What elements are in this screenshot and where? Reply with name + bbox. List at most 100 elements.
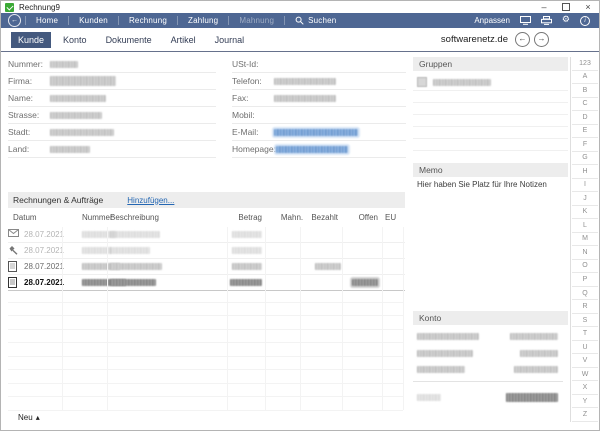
field-telefon[interactable] — [274, 77, 406, 85]
menu-separator — [177, 16, 179, 25]
minimize-button[interactable]: – — [541, 1, 547, 12]
document-icon — [8, 261, 17, 272]
alphabet-item-u[interactable]: U — [572, 341, 598, 355]
tab-kunde[interactable]: Kunde — [11, 31, 52, 48]
gridline — [342, 227, 343, 410]
gridline — [8, 315, 403, 316]
redacted-value — [50, 76, 116, 86]
memo-text-area[interactable]: Hier haben Sie Platz für Ihre Notizen — [417, 180, 547, 189]
konto-panel-header: Konto — [413, 311, 568, 325]
gridline — [403, 227, 404, 410]
redacted-nummer — [82, 231, 116, 238]
alphabet-item-t[interactable]: T — [572, 327, 598, 341]
info-icon[interactable]: i — [580, 15, 590, 26]
konto-divider — [413, 381, 563, 382]
add-invoice-link[interactable]: Hinzufügen... — [127, 195, 175, 205]
redacted-value — [50, 94, 106, 102]
alphabet-item-o[interactable]: O — [572, 260, 598, 274]
redacted-beschreibung — [110, 231, 160, 238]
alphabet-item-y[interactable]: Y — [572, 395, 598, 409]
settings-gear-icon[interactable]: ⚙ — [561, 15, 570, 25]
redacted-value — [50, 145, 90, 153]
invoice-row[interactable]: 28.07.2021 — [8, 259, 405, 275]
invoice-row[interactable]: 28.07.2021 — [8, 227, 405, 243]
field-email[interactable] — [274, 128, 406, 136]
printer-icon[interactable] — [540, 16, 552, 25]
maximize-icon — [562, 3, 570, 12]
field-stadt[interactable] — [50, 128, 216, 136]
alphabet-item-f[interactable]: F — [572, 138, 598, 152]
app-icon — [5, 2, 14, 12]
tab-dokumente[interactable]: Dokumente — [105, 34, 152, 45]
alphabet-item-d[interactable]: D — [572, 111, 598, 125]
new-entry-button[interactable]: Neu ▴ — [18, 413, 40, 422]
redacted-konto-label — [417, 333, 479, 340]
redacted-betrag — [232, 231, 262, 238]
redacted-bezahlt — [315, 263, 341, 270]
alphabet-item-c[interactable]: C — [572, 98, 598, 112]
alphabet-item-g[interactable]: G — [572, 152, 598, 166]
gridline — [300, 227, 301, 410]
redacted-nummer — [82, 247, 112, 254]
alphabet-item-m[interactable]: M — [572, 233, 598, 247]
tab-artikel[interactable]: Artikel — [170, 34, 196, 45]
konto-total-row — [417, 393, 558, 402]
alphabet-item-x[interactable]: X — [572, 381, 598, 395]
alphabet-item-i[interactable]: I — [572, 179, 598, 193]
redacted-konto-value — [520, 350, 558, 357]
next-customer-button[interactable]: → — [534, 32, 549, 47]
redacted-konto-label — [417, 394, 441, 401]
gridline — [382, 227, 383, 410]
display-icon[interactable] — [519, 16, 531, 25]
invoice-row[interactable]: 28.07.2021 — [8, 275, 405, 291]
menu-item-suchen[interactable]: Suchen — [285, 16, 346, 25]
field-land[interactable] — [50, 145, 216, 153]
alphabet-item-123[interactable]: 123 — [572, 57, 598, 71]
new-entry-label: Neu — [18, 413, 33, 422]
invoice-row[interactable]: 28.07.2021 — [8, 243, 405, 259]
menu-item-rechnung[interactable]: Rechnung — [128, 16, 168, 25]
anpassen-button[interactable]: Anpassen — [474, 16, 510, 25]
prev-customer-button[interactable]: ← — [515, 32, 530, 47]
alphabet-item-a[interactable]: A — [572, 71, 598, 85]
field-strasse[interactable] — [50, 111, 216, 119]
gridline — [227, 227, 228, 410]
col-nummer: Nummer — [82, 213, 113, 222]
alphabet-item-q[interactable]: Q — [572, 287, 598, 301]
alphabet-item-z[interactable]: Z — [572, 408, 598, 422]
menu-item-zahlung[interactable]: Zahlung — [188, 16, 219, 25]
alphabet-item-r[interactable]: R — [572, 300, 598, 314]
alphabet-item-b[interactable]: B — [572, 84, 598, 98]
alphabet-item-v[interactable]: V — [572, 354, 598, 368]
invoices-section-title: Rechnungen & Aufträge — [13, 195, 104, 205]
invoices-table-header: Datum Nummer Beschreibung Betrag Mahn. B… — [8, 212, 405, 226]
invoice-date: 28.07.2021 — [24, 262, 65, 271]
tab-journal[interactable]: Journal — [214, 34, 245, 45]
field-label-name: Name: — [8, 93, 34, 103]
field-fax[interactable] — [274, 94, 406, 102]
alphabet-item-s[interactable]: S — [572, 314, 598, 328]
alphabet-item-e[interactable]: E — [572, 125, 598, 139]
maximize-button[interactable] — [555, 2, 577, 13]
alphabet-item-j[interactable]: J — [572, 192, 598, 206]
tab-konto[interactable]: Konto — [63, 34, 87, 45]
alphabet-item-l[interactable]: L — [572, 219, 598, 233]
col-eu: EU — [385, 213, 397, 222]
gruppen-list-item[interactable] — [417, 77, 491, 87]
menu-separator — [117, 16, 119, 25]
menu-item-kunden[interactable]: Kunden — [79, 16, 108, 25]
alphabet-item-h[interactable]: H — [572, 165, 598, 179]
menu-item-home[interactable]: Home — [36, 16, 59, 25]
customer-name: softwarenetz.de — [440, 34, 508, 45]
alphabet-item-p[interactable]: P — [572, 273, 598, 287]
alphabet-item-k[interactable]: K — [572, 206, 598, 220]
close-button[interactable]: × — [585, 1, 591, 12]
field-name[interactable] — [50, 94, 216, 102]
field-homepage[interactable] — [275, 145, 406, 153]
gruppen-row-separator — [413, 138, 568, 139]
field-nummer[interactable] — [50, 60, 216, 68]
field-firma[interactable] — [50, 76, 216, 86]
alphabet-item-n[interactable]: N — [572, 246, 598, 260]
alphabet-item-w[interactable]: W — [572, 368, 598, 382]
back-button[interactable]: ← — [8, 14, 21, 27]
